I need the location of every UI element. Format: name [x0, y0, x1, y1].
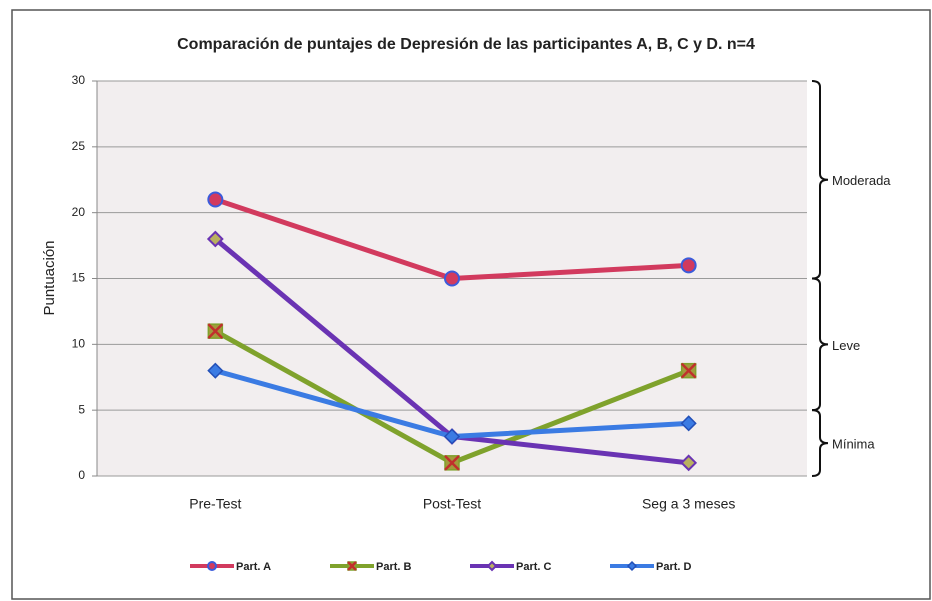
data-point — [680, 454, 698, 472]
data-point — [443, 428, 461, 445]
range-label: Leve — [832, 338, 860, 353]
x-tick-label: Post-Test — [423, 496, 481, 512]
y-tick-label: 0 — [78, 468, 85, 482]
data-point — [680, 362, 697, 379]
data-point — [680, 257, 697, 274]
data-point — [680, 415, 697, 432]
data-point — [206, 230, 224, 248]
legend-marker — [207, 561, 217, 571]
range-bracket — [811, 409, 829, 477]
range-label: Moderada — [832, 173, 891, 188]
marker-x — [347, 561, 357, 571]
marker-x — [444, 454, 460, 471]
y-tick-label: 15 — [72, 271, 86, 285]
data-point — [207, 191, 224, 208]
y-axis-label: Puntuación — [41, 240, 58, 315]
y-tick-label: 5 — [78, 402, 85, 416]
legend-marker — [347, 561, 357, 571]
legend-marker — [626, 560, 638, 572]
marker-x — [680, 362, 697, 379]
x-tick-label: Pre-Test — [189, 496, 241, 512]
data-point — [444, 270, 460, 287]
legend-label: Part. D — [656, 561, 692, 573]
y-tick-label: 10 — [72, 337, 86, 351]
legend-label: Part. A — [236, 561, 271, 573]
legend-label: Part. B — [376, 561, 412, 573]
data-point — [444, 454, 460, 471]
y-tick-label: 20 — [72, 205, 86, 219]
marker-x — [207, 323, 224, 340]
x-tick-label: Seg a 3 meses — [642, 496, 735, 512]
y-tick-label: 25 — [72, 139, 86, 153]
data-point — [207, 323, 224, 340]
range-label: Mínima — [832, 437, 875, 452]
data-point — [207, 362, 224, 379]
range-bracket — [811, 80, 829, 280]
y-tick-label: 30 — [72, 73, 86, 87]
chart-title: Comparación de puntajes de Depresión de … — [177, 36, 755, 53]
legend-marker — [486, 560, 498, 572]
legend-label: Part. C — [516, 561, 552, 573]
range-bracket — [811, 277, 829, 412]
